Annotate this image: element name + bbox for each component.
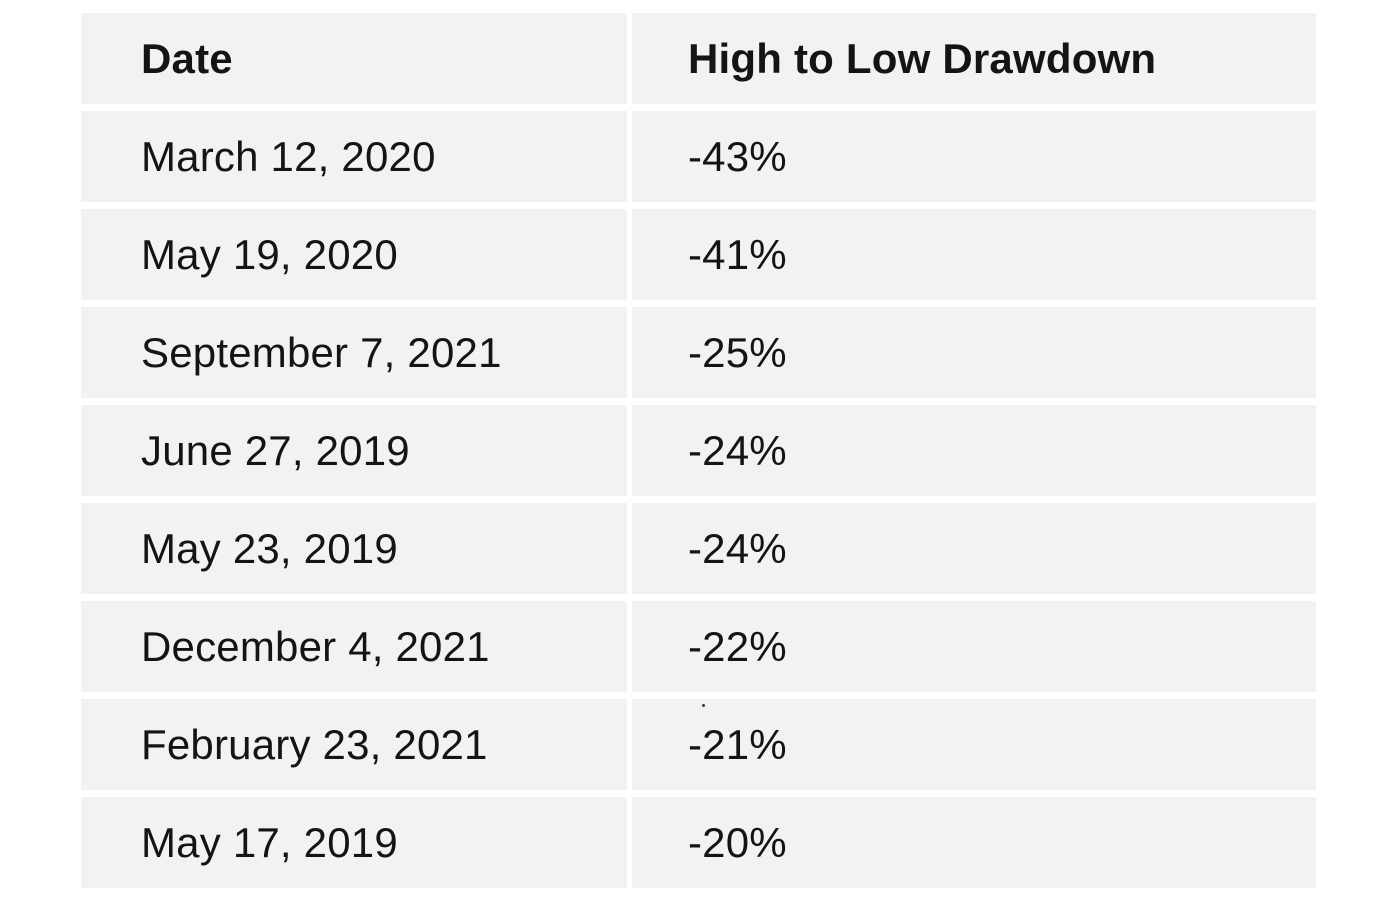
column-header-drawdown: High to Low Drawdown (632, 13, 1316, 104)
stray-dot-artifact (702, 704, 705, 707)
table-row-drawdown: -24% (632, 503, 1316, 594)
table-row-date: March 12, 2020 (81, 111, 627, 202)
table-row-date: September 7, 2021 (81, 307, 627, 398)
table-row-date: June 27, 2019 (81, 405, 627, 496)
table-row-date: May 23, 2019 (81, 503, 627, 594)
table-row-drawdown: -24% (632, 405, 1316, 496)
table-row-drawdown: -20% (632, 797, 1316, 888)
table-row-drawdown: -22% (632, 601, 1316, 692)
table-row-drawdown: -43% (632, 111, 1316, 202)
table-row-date: December 4, 2021 (81, 601, 627, 692)
table-row-drawdown: -41% (632, 209, 1316, 300)
table-row-drawdown: -25% (632, 307, 1316, 398)
table-row-drawdown: -21% (632, 699, 1316, 790)
table-row-date: May 17, 2019 (81, 797, 627, 888)
table-row-date: February 23, 2021 (81, 699, 627, 790)
drawdown-table: Date High to Low Drawdown March 12, 2020… (81, 13, 1316, 888)
table-row-date: May 19, 2020 (81, 209, 627, 300)
column-header-date: Date (81, 13, 627, 104)
